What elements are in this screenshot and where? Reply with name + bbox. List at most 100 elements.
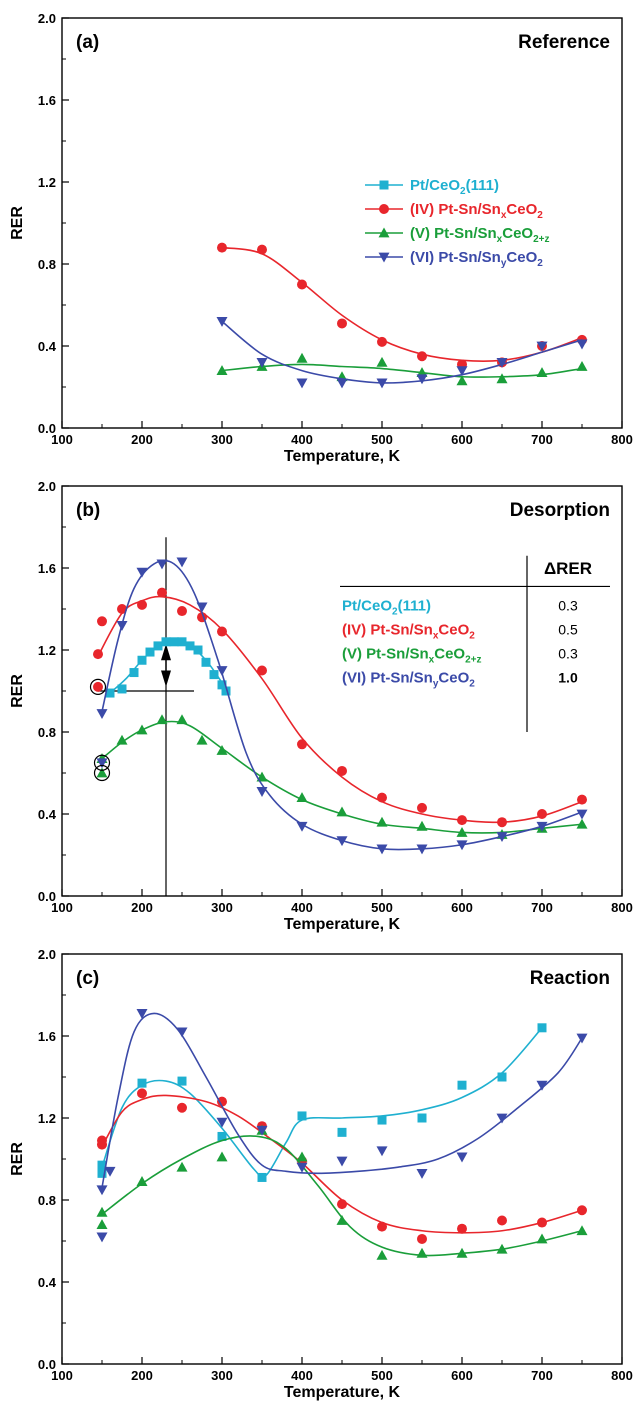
data-point-v xyxy=(156,714,168,725)
data-point-v xyxy=(376,1249,388,1260)
circled-point-marker xyxy=(93,764,111,782)
data-point-vi xyxy=(376,844,388,855)
data-point-vi xyxy=(256,1125,268,1136)
legend-text: CeO xyxy=(506,201,537,218)
legend-label: Pt/CeO2(111) xyxy=(410,177,499,197)
data-point-pt xyxy=(161,637,171,647)
series-v xyxy=(96,714,588,839)
series-pt xyxy=(97,1023,547,1182)
data-point-pt xyxy=(169,637,179,647)
y-tick-label: 1.6 xyxy=(38,93,56,108)
legend-text: (VI) Pt-Sn/Sn xyxy=(410,249,501,266)
data-point-vi xyxy=(336,836,348,847)
data-point-iv xyxy=(377,336,387,347)
y-tick-label: 0.4 xyxy=(38,807,57,822)
legend-text: CeO xyxy=(438,621,469,638)
data-point-v xyxy=(536,367,548,378)
data-point-pt xyxy=(417,1113,427,1123)
data-point-pt xyxy=(97,1168,107,1178)
data-point-iv xyxy=(157,587,167,598)
data-point-pt xyxy=(257,1172,267,1182)
data-point-pt xyxy=(337,1127,347,1137)
data-point-pt xyxy=(177,637,187,647)
series-v xyxy=(96,1124,588,1260)
series-iv xyxy=(217,242,587,370)
data-point-vi xyxy=(576,339,588,350)
arrow-head-down xyxy=(161,670,171,687)
fit-line-iv xyxy=(97,595,583,824)
data-point-iv xyxy=(177,606,187,617)
data-point-vi xyxy=(104,1166,116,1177)
data-point-iv xyxy=(417,351,427,362)
legend-marker xyxy=(378,227,390,238)
x-axis-label: Temperature, K xyxy=(284,448,401,465)
data-point-iv xyxy=(577,1205,587,1216)
x-tick-label: 400 xyxy=(291,1368,313,1383)
data-point-iv xyxy=(337,765,347,776)
legend-subscript: 2 xyxy=(469,678,475,689)
y-tick-label: 1.2 xyxy=(38,1111,56,1126)
circled-point-marker xyxy=(89,678,107,696)
data-point-pt xyxy=(177,1076,187,1086)
data-point-vi xyxy=(456,1152,468,1163)
data-point-v xyxy=(296,1151,308,1162)
data-point-v xyxy=(336,1215,348,1225)
delta-row-label: (IV) Pt-Sn/SnxCeO2 xyxy=(342,621,475,641)
data-point-v xyxy=(96,1206,108,1217)
x-tick-label: 200 xyxy=(131,432,153,447)
data-point-vi xyxy=(96,758,108,769)
x-tick-label: 700 xyxy=(531,432,553,447)
data-point-vi xyxy=(536,821,548,832)
data-point-vi xyxy=(256,787,268,797)
data-point-vi xyxy=(216,666,228,676)
y-tick-label: 2.0 xyxy=(38,947,56,962)
fit-line-pt xyxy=(109,640,227,694)
data-point-pt xyxy=(137,655,147,665)
data-point-iv xyxy=(117,604,127,614)
legend-subscript: y xyxy=(433,678,439,689)
panel-label: (c) xyxy=(76,968,99,989)
y-tick-label: 2.0 xyxy=(38,479,56,494)
x-tick-label: 600 xyxy=(451,900,473,915)
panel-title: Reference xyxy=(518,32,610,53)
data-point-vi xyxy=(456,366,468,377)
fit-line-v xyxy=(221,363,583,378)
fit-line-pt xyxy=(101,1027,543,1179)
legend-marker xyxy=(378,252,390,263)
x-tick-label: 200 xyxy=(131,900,153,915)
data-point-vi xyxy=(96,1232,108,1243)
fit-line-iv xyxy=(221,246,583,363)
data-point-v xyxy=(296,352,308,363)
data-point-vi xyxy=(296,1162,308,1173)
data-point-v xyxy=(416,820,428,831)
data-point-vi xyxy=(156,559,168,570)
series-vi xyxy=(96,557,588,855)
legend-label: (VI) Pt-Sn/SnyCeO2 xyxy=(410,249,543,269)
data-point-vi xyxy=(296,821,308,832)
legend-text: CeO xyxy=(506,249,537,266)
data-point-pt xyxy=(217,1131,227,1141)
data-point-iv xyxy=(97,616,107,627)
data-point-iv xyxy=(97,1139,107,1150)
data-point-vi xyxy=(336,1156,348,1167)
x-tick-label: 400 xyxy=(291,900,313,915)
x-tick-label: 500 xyxy=(371,432,393,447)
x-tick-label: 200 xyxy=(131,1368,153,1383)
x-tick-label: 700 xyxy=(531,900,553,915)
y-tick-label: 1.6 xyxy=(38,561,56,576)
legend-text: (IV) Pt-Sn/Sn xyxy=(410,201,501,218)
legend-text: (V) Pt-Sn/Sn xyxy=(342,645,429,662)
fit-line-vi xyxy=(221,320,583,384)
x-tick-label: 600 xyxy=(451,1368,473,1383)
legend-subscript: 2 xyxy=(537,258,543,269)
panel-label: (b) xyxy=(76,500,100,521)
data-point-v xyxy=(176,1161,188,1172)
data-point-pt xyxy=(209,670,219,680)
data-point-iv xyxy=(217,242,227,253)
data-point-vi xyxy=(176,557,188,568)
legend: Pt/CeO2(111)(IV) Pt-Sn/SnxCeO2(V) Pt-Sn/… xyxy=(365,177,549,269)
data-point-v xyxy=(576,818,588,829)
data-point-v xyxy=(336,806,348,817)
data-point-v xyxy=(376,356,388,367)
legend-label: (IV) Pt-Sn/SnxCeO2 xyxy=(410,201,543,221)
